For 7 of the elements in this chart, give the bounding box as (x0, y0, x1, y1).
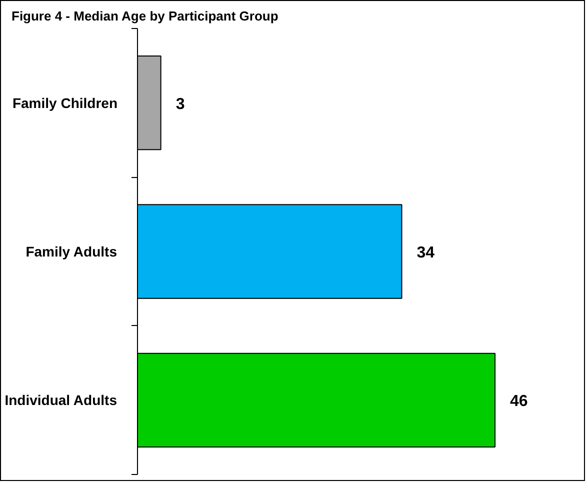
data-label: 46 (510, 393, 528, 410)
data-label: 34 (416, 244, 435, 262)
data-label: 3 (176, 96, 185, 113)
y-tick-label: Family Children (12, 94, 118, 111)
y-tick-label: Individual Adults (4, 392, 118, 408)
y-tick-label: Family Adults (26, 244, 118, 260)
chart-title: Figure 4 - Median Age by Participant Group (12, 8, 278, 24)
